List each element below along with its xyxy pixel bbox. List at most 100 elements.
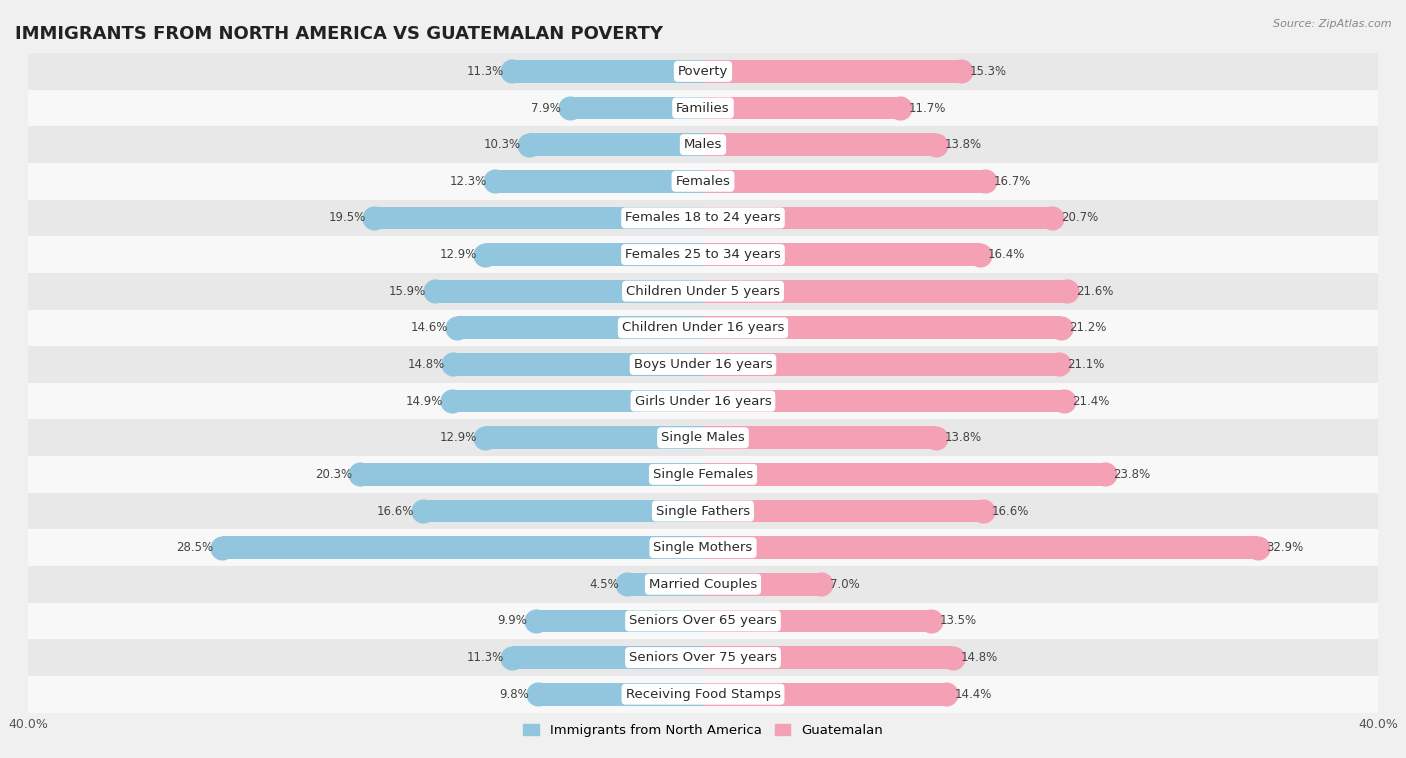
Bar (703, 683, 946, 706)
Bar (222, 537, 703, 559)
Bar (423, 500, 703, 522)
Bar (28, 163, 1378, 199)
Bar (28, 236, 1378, 273)
Bar (703, 353, 1059, 376)
Bar (703, 317, 1060, 339)
Bar (28, 639, 1378, 676)
Bar (434, 280, 703, 302)
Bar (28, 419, 1378, 456)
Bar (28, 603, 1378, 639)
Bar (569, 97, 703, 119)
Text: 16.4%: 16.4% (988, 248, 1025, 261)
Bar (627, 573, 703, 596)
Bar (28, 493, 1378, 529)
Bar (28, 566, 1378, 603)
Bar (703, 280, 1067, 302)
Bar (28, 383, 1378, 419)
Text: 16.7%: 16.7% (993, 175, 1031, 188)
Text: Poverty: Poverty (678, 65, 728, 78)
Text: 23.8%: 23.8% (1114, 468, 1150, 481)
Legend: Immigrants from North America, Guatemalan: Immigrants from North America, Guatemala… (517, 719, 889, 742)
Text: 13.8%: 13.8% (945, 431, 981, 444)
Bar (28, 529, 1378, 566)
Text: 19.5%: 19.5% (329, 211, 366, 224)
Bar (453, 353, 703, 376)
Text: Married Couples: Married Couples (650, 578, 756, 590)
Bar (529, 133, 703, 156)
Bar (512, 647, 703, 669)
Text: Seniors Over 65 years: Seniors Over 65 years (628, 615, 778, 628)
Text: 11.7%: 11.7% (908, 102, 946, 114)
Bar (28, 127, 1378, 163)
Text: 10.3%: 10.3% (484, 138, 520, 151)
Text: Receiving Food Stamps: Receiving Food Stamps (626, 688, 780, 700)
Bar (28, 456, 1378, 493)
Bar (360, 463, 703, 486)
Text: 14.8%: 14.8% (962, 651, 998, 664)
Text: 9.9%: 9.9% (498, 615, 527, 628)
Bar (703, 463, 1105, 486)
Bar (28, 309, 1378, 346)
Bar (703, 390, 1064, 412)
Text: Females 25 to 34 years: Females 25 to 34 years (626, 248, 780, 261)
Text: 32.9%: 32.9% (1267, 541, 1303, 554)
Bar (495, 170, 703, 193)
Bar (703, 609, 931, 632)
Bar (28, 89, 1378, 127)
Text: Girls Under 16 years: Girls Under 16 years (634, 395, 772, 408)
Text: Single Mothers: Single Mothers (654, 541, 752, 554)
Text: 15.3%: 15.3% (970, 65, 1007, 78)
Bar (703, 170, 984, 193)
Text: 7.9%: 7.9% (531, 102, 561, 114)
Bar (28, 199, 1378, 236)
Text: 11.3%: 11.3% (467, 651, 503, 664)
Text: 7.0%: 7.0% (830, 578, 859, 590)
Text: Females 18 to 24 years: Females 18 to 24 years (626, 211, 780, 224)
Text: 20.7%: 20.7% (1060, 211, 1098, 224)
Text: 13.8%: 13.8% (945, 138, 981, 151)
Bar (703, 573, 821, 596)
Text: Families: Families (676, 102, 730, 114)
Text: Children Under 5 years: Children Under 5 years (626, 285, 780, 298)
Text: Single Females: Single Females (652, 468, 754, 481)
Bar (28, 676, 1378, 713)
Text: 21.2%: 21.2% (1069, 321, 1107, 334)
Text: 9.8%: 9.8% (499, 688, 529, 700)
Bar (703, 97, 900, 119)
Bar (703, 500, 983, 522)
Text: Males: Males (683, 138, 723, 151)
Text: 14.4%: 14.4% (955, 688, 991, 700)
Text: 14.9%: 14.9% (406, 395, 443, 408)
Text: Children Under 16 years: Children Under 16 years (621, 321, 785, 334)
Text: Seniors Over 75 years: Seniors Over 75 years (628, 651, 778, 664)
Text: 20.3%: 20.3% (315, 468, 352, 481)
Text: 21.1%: 21.1% (1067, 358, 1105, 371)
Text: 16.6%: 16.6% (377, 505, 415, 518)
Bar (28, 53, 1378, 89)
Bar (703, 647, 953, 669)
Text: 13.5%: 13.5% (939, 615, 976, 628)
Text: Source: ZipAtlas.com: Source: ZipAtlas.com (1274, 19, 1392, 29)
Text: 4.5%: 4.5% (589, 578, 619, 590)
Bar (485, 427, 703, 449)
Text: Single Fathers: Single Fathers (657, 505, 749, 518)
Text: 12.3%: 12.3% (450, 175, 486, 188)
Bar (536, 609, 703, 632)
Text: 16.6%: 16.6% (991, 505, 1029, 518)
Bar (374, 207, 703, 229)
Bar (451, 390, 703, 412)
Text: 11.3%: 11.3% (467, 65, 503, 78)
Bar (28, 346, 1378, 383)
Text: IMMIGRANTS FROM NORTH AMERICA VS GUATEMALAN POVERTY: IMMIGRANTS FROM NORTH AMERICA VS GUATEMA… (14, 25, 662, 43)
Text: 14.6%: 14.6% (411, 321, 449, 334)
Bar (703, 243, 980, 266)
Bar (703, 60, 962, 83)
Text: 15.9%: 15.9% (389, 285, 426, 298)
Bar (703, 133, 936, 156)
Bar (703, 207, 1052, 229)
Bar (703, 537, 1258, 559)
Bar (512, 60, 703, 83)
Text: 12.9%: 12.9% (440, 431, 477, 444)
Bar (537, 683, 703, 706)
Text: Single Males: Single Males (661, 431, 745, 444)
